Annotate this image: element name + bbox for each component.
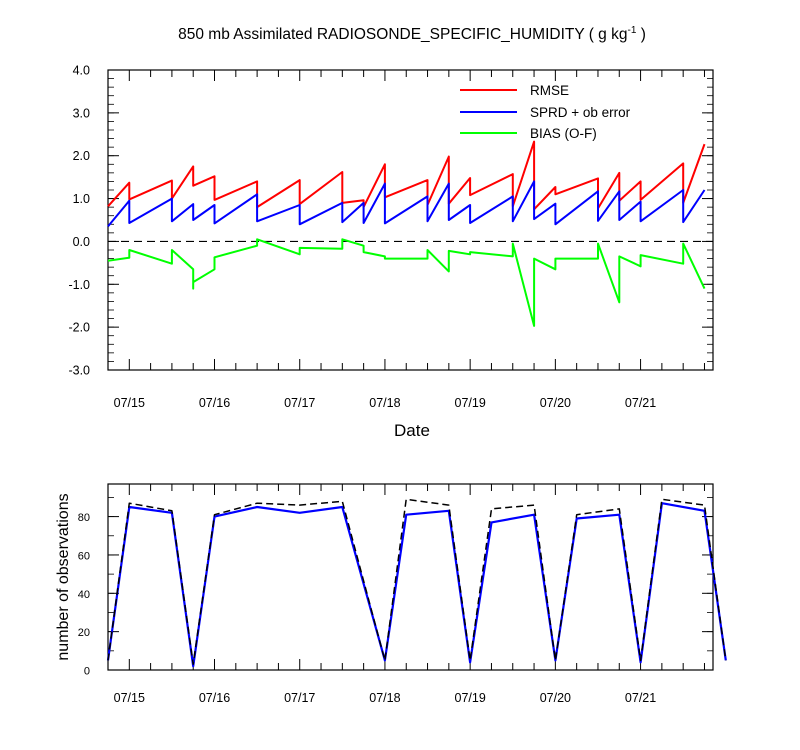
y-tick-label: -3.0 xyxy=(68,364,90,378)
y-tick-label: 0 xyxy=(84,666,90,678)
y-tick-label: 4.0 xyxy=(73,64,90,78)
legend-label-bias: BIAS (O-F) xyxy=(530,126,597,141)
top-chart: 4.0 3.0 2.0 1.0 0.0 -1.0 -2.0 -3.0 07/15 07/16 07/… xyxy=(68,64,714,440)
legend-label-sprd: SPRD + ob error xyxy=(530,105,631,120)
series-line-rmse xyxy=(107,140,706,211)
bottom-series-group xyxy=(106,498,727,668)
y-tick-label: 1.0 xyxy=(73,192,90,206)
y-tick-label: 2.0 xyxy=(73,149,90,163)
top-axes: 4.0 3.0 2.0 1.0 0.0 -1.0 -2.0 -3.0 07/15 07/16 07/… xyxy=(68,64,714,410)
x-tick-label: 07/17 xyxy=(284,396,315,410)
x-tick-label: 07/21 xyxy=(625,396,656,410)
observations-possible-line xyxy=(107,498,727,665)
y-tick-label: 0.0 xyxy=(73,235,90,249)
plot-frame xyxy=(107,69,714,371)
series-line-bias-o-f xyxy=(107,238,706,327)
plot-frame xyxy=(107,483,714,671)
y-tick-label: 80 xyxy=(78,512,90,524)
bottom-chart: 0 20 40 60 80 07/15 07/16 07/17 07/18 07/19 07/20 0… xyxy=(55,483,727,705)
x-tick-label: 07/18 xyxy=(369,396,400,410)
x-tick-label: 07/20 xyxy=(540,691,571,705)
x-tick-label: 07/15 xyxy=(114,396,145,410)
x-tick-label: 07/19 xyxy=(455,396,486,410)
title-end: ) xyxy=(636,26,645,43)
top-legend: RMSE SPRD + ob error BIAS (O-F) xyxy=(460,83,631,141)
y-tick-label: 3.0 xyxy=(73,106,90,120)
x-tick-label: 07/16 xyxy=(199,396,230,410)
top-series-group xyxy=(107,140,706,327)
x-axis-label: Date xyxy=(394,421,430,440)
x-tick-label: 07/17 xyxy=(284,691,315,705)
y-axis-label-bottom: number of observations xyxy=(55,493,72,660)
x-tick-label: 07/16 xyxy=(199,691,230,705)
series-line-sprd-ob-error xyxy=(107,180,706,228)
y-tick-label: 60 xyxy=(78,550,90,562)
observations-assimilated-line xyxy=(106,502,727,668)
y-tick-label: 20 xyxy=(78,627,90,639)
y-tick-label: -2.0 xyxy=(68,321,90,335)
y-tick-label: -1.0 xyxy=(68,278,90,292)
chart-title: 850 mb Assimilated RADIOSONDE_SPECIFIC_H… xyxy=(178,25,646,43)
x-tick-label: 07/18 xyxy=(369,691,400,705)
x-tick-label: 07/15 xyxy=(114,691,145,705)
x-tick-label: 07/19 xyxy=(455,691,486,705)
title-superscript: -1 xyxy=(627,25,636,36)
x-tick-label: 07/21 xyxy=(625,691,656,705)
legend-label-rmse: RMSE xyxy=(530,83,569,98)
x-tick-label: 07/20 xyxy=(540,396,571,410)
y-tick-label: 40 xyxy=(78,589,90,601)
